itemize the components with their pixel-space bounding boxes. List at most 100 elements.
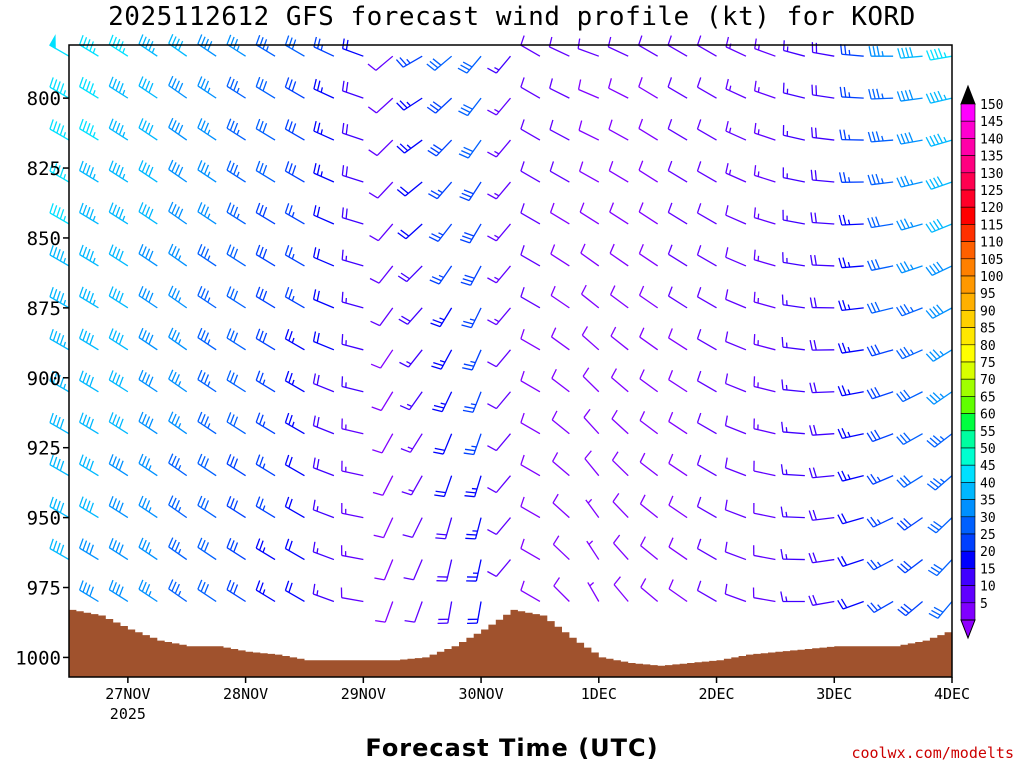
barb-feather	[432, 58, 442, 66]
wind-barb	[341, 376, 364, 393]
barb-feather	[79, 370, 84, 381]
barb-feather	[56, 458, 61, 469]
barb-feather	[844, 44, 847, 55]
barb-staff	[552, 543, 570, 561]
barb-feather	[284, 245, 290, 256]
barb-half-feather	[847, 219, 851, 225]
wind-barb	[725, 120, 747, 141]
barb-feather	[89, 250, 94, 261]
wind-barb	[638, 118, 659, 141]
barb-staff	[549, 87, 570, 99]
wind-barb	[609, 285, 629, 309]
barb-feather	[896, 220, 902, 231]
barb-feather	[487, 570, 497, 577]
barb-staff	[468, 181, 482, 201]
barb-half-feather	[757, 129, 760, 135]
wind-barb	[168, 117, 188, 141]
barb-half-feather	[320, 87, 323, 93]
barb-feather	[138, 285, 144, 296]
barb-feather	[284, 119, 290, 130]
barb-staff	[639, 461, 659, 477]
barb-feather	[812, 552, 818, 563]
barb-staff	[812, 221, 835, 225]
barb-staff	[725, 340, 747, 351]
barb-feather	[874, 429, 881, 440]
barb-feather	[638, 243, 644, 254]
barb-feather	[668, 411, 674, 422]
credit-link[interactable]: coolwx.com/modelts	[851, 744, 1014, 762]
barb-staff	[586, 540, 600, 560]
barb-feather	[813, 297, 817, 308]
barb-feather	[667, 286, 673, 297]
barb-feather	[56, 416, 61, 427]
barb-feather	[932, 263, 940, 273]
barb-feather	[465, 537, 476, 540]
barb-feather	[115, 416, 121, 427]
barb-feather	[609, 243, 615, 254]
barb-feather	[316, 80, 321, 91]
barb-half-feather	[148, 465, 152, 471]
barb-feather	[932, 306, 941, 315]
barb-half-feather	[469, 318, 476, 322]
barb-staff	[872, 433, 894, 443]
colorbar-swatch	[960, 292, 976, 311]
barb-feather	[463, 363, 474, 367]
barb-feather	[552, 452, 559, 462]
barb-feather	[724, 499, 728, 510]
barb-feather	[284, 286, 290, 298]
barb-feather	[56, 249, 61, 260]
barb-staff	[578, 88, 600, 99]
barb-feather	[927, 526, 937, 534]
barb-staff	[904, 517, 923, 531]
barb-staff	[783, 219, 805, 225]
wind-barb	[837, 342, 864, 354]
barb-feather	[876, 88, 880, 99]
barb-feather	[112, 540, 117, 551]
barb-feather	[284, 580, 290, 591]
barb-feather	[82, 540, 88, 551]
barb-feather	[203, 290, 210, 301]
barb-half-feather	[847, 474, 851, 480]
wind-barb	[284, 245, 305, 267]
barb-feather	[520, 119, 525, 130]
barb-feather	[465, 491, 476, 494]
barb-feather	[814, 255, 817, 266]
wind-barb	[781, 421, 805, 435]
barb-staff	[782, 388, 805, 393]
wind-barb	[399, 391, 423, 411]
barb-feather	[141, 455, 147, 466]
barb-staff	[668, 421, 688, 435]
barb-feather	[552, 535, 560, 545]
barb-feather	[49, 538, 54, 549]
barb-feather	[432, 319, 443, 324]
barb-feather	[138, 76, 144, 87]
barb-feather	[262, 290, 268, 301]
barb-feather	[262, 164, 268, 175]
barb-feather	[52, 121, 58, 132]
barb-feather	[460, 64, 470, 71]
barb-half-feather	[494, 318, 500, 323]
colorbar-swatch	[960, 206, 976, 225]
barb-feather	[138, 160, 144, 171]
barb-feather	[174, 38, 180, 49]
barb-feather	[933, 134, 940, 145]
barb-feather	[841, 342, 847, 353]
barb-feather	[138, 327, 144, 338]
barb-staff	[255, 128, 276, 141]
barb-staff	[226, 85, 246, 99]
barb-staff	[905, 600, 923, 617]
barb-feather	[780, 506, 784, 517]
barb-feather	[115, 374, 121, 385]
barb-feather	[613, 534, 621, 544]
wind-barb	[435, 517, 453, 540]
barb-feather	[118, 292, 124, 303]
barb-feather	[840, 44, 843, 55]
barb-feather	[838, 172, 843, 183]
barb-feather	[870, 431, 877, 441]
colorbar-swatch	[960, 327, 976, 346]
wind-barb	[866, 473, 894, 485]
barb-feather	[837, 514, 844, 525]
wind-barb	[896, 432, 923, 446]
wind-barb	[724, 415, 747, 435]
barb-feather	[875, 216, 880, 227]
